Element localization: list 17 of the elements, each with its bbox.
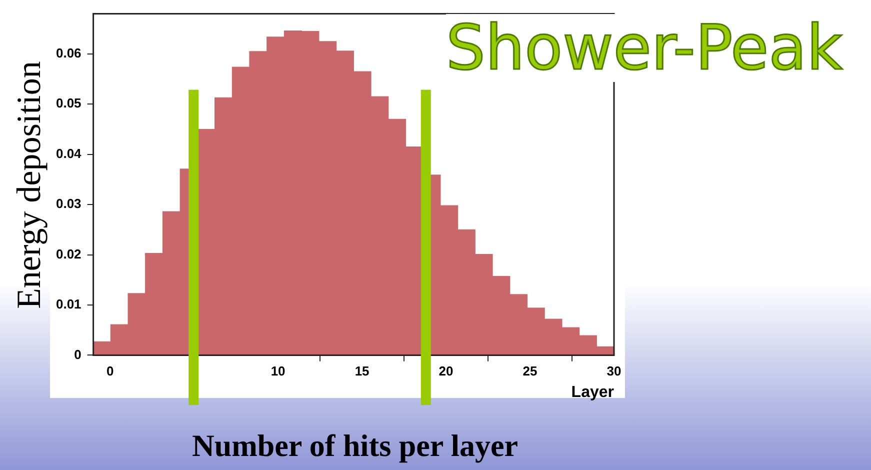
y-tick-label: 0.02 <box>56 246 82 262</box>
x-tick-label: 10 <box>270 364 286 379</box>
x-tick-label: 30 <box>606 364 622 379</box>
text: Number of hits per layer <box>190 428 520 464</box>
x-tick-label: 20 <box>438 364 454 379</box>
x-tick-label: 0 <box>106 364 114 379</box>
x-tick-label: 25 <box>522 364 538 379</box>
y-tick-label: 0.03 <box>56 196 82 212</box>
x-axis-title: Layer <box>571 384 614 401</box>
y-tick-label: 0.01 <box>56 296 82 312</box>
y-tick-label: 0 <box>74 346 82 362</box>
x-tick-label: 15 <box>354 364 370 379</box>
annotation: Shower-Peak <box>446 11 843 84</box>
y-tick-label: 0.04 <box>56 146 82 161</box>
y-tick-label: 0.05 <box>56 96 82 111</box>
y-axis-title: Energy deposition <box>11 61 49 309</box>
y-tick-label: 0.06 <box>56 46 82 61</box>
